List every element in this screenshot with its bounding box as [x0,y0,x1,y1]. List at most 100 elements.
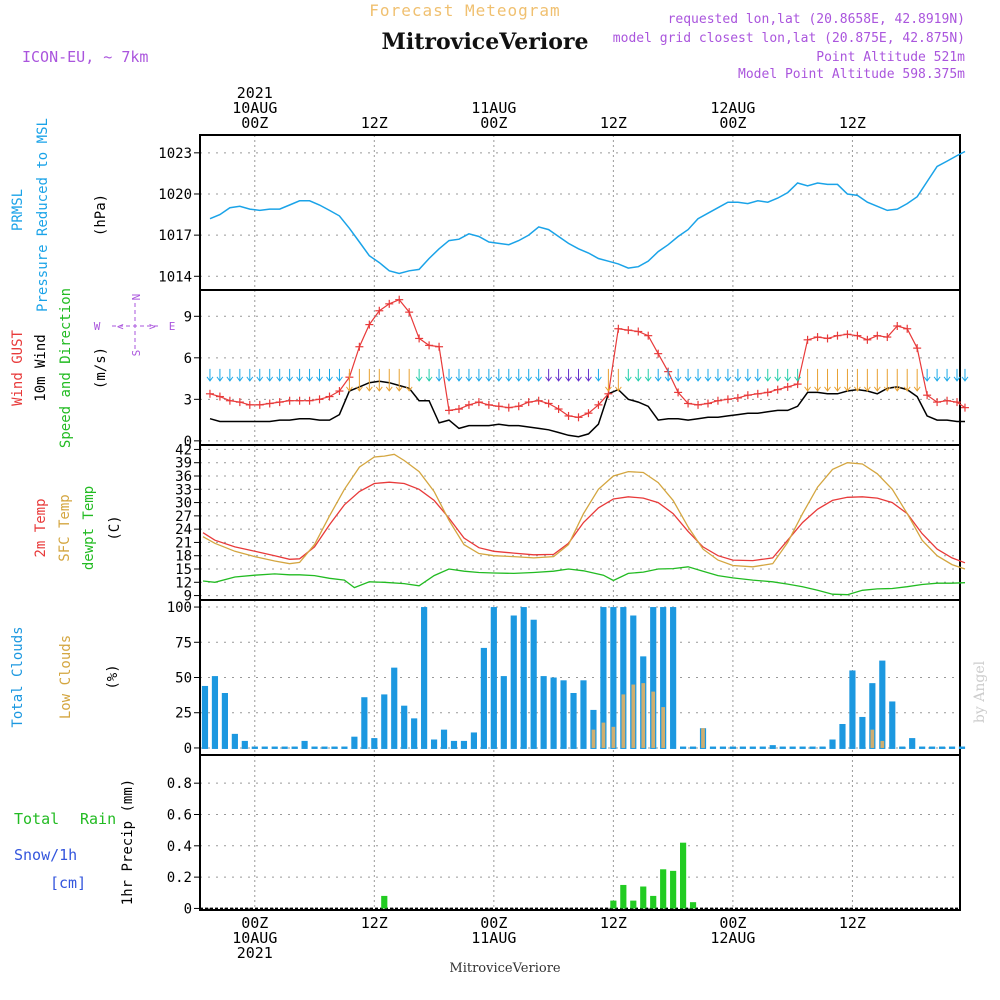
wind-gust-point [205,389,214,398]
time-label-top: 12AUG [710,99,755,117]
total-cloud-bar [600,607,607,749]
total-cloud-bar [580,680,587,749]
wind-gust-point [225,396,234,405]
time-label-bottom: 00Z [241,914,268,932]
y-tick-label: 0.4 [167,839,192,855]
total-clouds-label: Total Clouds [10,626,26,727]
wind-gust-point [674,388,683,397]
wind-gust-point [654,349,663,358]
wind-arrow [316,368,323,382]
total-cloud-bar [401,705,408,749]
precip-panel-labels: Total Rain Snow/1h [cm] 1hr Precip (mm) [14,779,136,905]
bottom-station: MitroviceVeriore [449,961,561,976]
total-cloud-bar [470,732,478,749]
total-cloud-bar [719,746,727,749]
wind-gust-point [960,403,969,412]
y-tick-label: 0.8 [167,776,192,792]
time-label-top: 12Z [839,114,866,132]
wind-arrow [495,368,503,382]
low-cloud-bar [631,684,636,748]
time-label-bottom: 00Z [480,914,507,932]
wind-gust-point [524,398,533,407]
wind-arrow [595,368,602,382]
time-label-top: 2021 [237,84,273,102]
model-label: ICON-EU, ~ 7km [22,48,148,66]
total-cloud-bar [929,746,936,749]
total-cloud-bar [799,746,806,749]
wind-arrow [834,368,841,392]
wind-gust-point [733,393,742,402]
wind-gust-point [813,333,822,342]
compass-w: W [94,320,101,333]
wind-gust-point [833,331,842,340]
precip-unit: 1hr Precip (mm) [120,779,136,905]
total-cloud-bar [729,746,736,749]
total-cloud-bar [440,729,448,749]
wind-gust-point [893,321,902,330]
wind-gust-point [215,392,224,401]
temp-unit: (C) [107,515,123,540]
wind-gust-point [873,331,882,340]
time-label-top: 00Z [241,114,268,132]
rain-label: Rain [80,810,116,828]
time-label-top: 00Z [719,114,746,132]
low-clouds-label: Low Clouds [58,635,74,719]
wind-gust-point [305,396,314,405]
y-tick-label: 18 [175,549,192,565]
cloud-unit: (%) [105,664,121,689]
wind-gust-point [315,395,324,404]
wind-gust-point [723,395,732,404]
y-tick-label: 9 [184,589,192,605]
wind-arrow [764,368,772,382]
model-altitude: Model Point Altitude 598.375m [738,67,965,82]
t2m-line [202,481,966,564]
total-cloud-bar [879,660,886,749]
total-cloud-bar [421,607,428,749]
y-tick-label: 36 [175,469,192,485]
total-cloud-bar [460,740,468,749]
total-cloud-bar [749,746,756,749]
wind-gust-point [823,334,832,343]
total-cloud-bar [480,647,487,749]
wind-gust-point [903,324,912,333]
y-tick-label: 0.2 [167,870,192,886]
wind-arrow [515,368,523,382]
wind-gust-point [773,385,782,394]
total-cloud-bar [938,746,946,749]
wind-arrow [923,368,931,382]
wind-gust-point [235,398,244,407]
wind-gust-point [574,413,583,422]
total-cloud-bar [759,746,766,749]
rain-bar [640,886,647,909]
y-tick-label: 33 [175,482,192,498]
wind-gust-point [694,400,703,409]
total-cloud-bar [709,746,717,749]
wind-arrow [893,368,901,392]
y-tick-label: 0 [184,741,192,757]
wind-arrow [961,368,969,382]
wind-gust-point [325,392,334,401]
rain-bar [650,895,657,909]
wind-gust-point [245,400,254,409]
y-tick-label: 42 [175,442,192,458]
total-cloud-bar [361,697,368,749]
total-cloud-bar [201,685,209,749]
wind-gust-point [713,396,722,405]
total-cloud-bar [839,724,846,749]
total-cloud-bar [570,693,577,749]
wind-gust-point [265,399,274,408]
time-label-bottom: 2021 [237,944,273,962]
wind-gust-point [564,411,573,420]
wind-arrow [405,368,413,392]
watermark: by Angel [972,660,988,723]
wind-gust-point [913,344,922,353]
low-cloud-bar [870,729,875,748]
total-cloud-bar [301,740,308,749]
y-tick-label: 75 [175,635,192,651]
wind-direction-arrows [206,368,969,392]
total-cloud-bar [919,746,926,749]
y-tick-label: 24 [175,522,192,538]
total-cloud-bar [391,667,398,749]
total-cloud-bar [590,709,597,749]
